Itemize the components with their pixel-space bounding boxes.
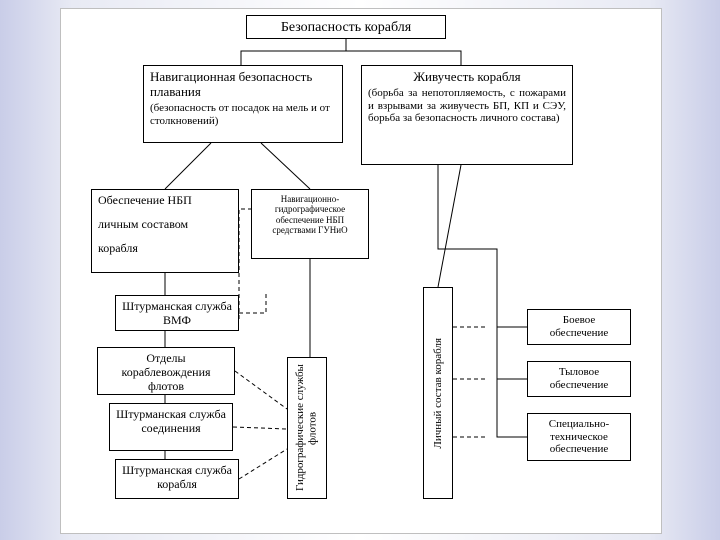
logistic-label: Тыловое обеспечение: [550, 366, 609, 391]
node-logistic-support: Тыловое обеспечение: [527, 361, 631, 397]
node-crew-ship: Личный состав корабля: [423, 287, 453, 499]
tech-label: Специально-техническое обеспечение: [549, 418, 609, 455]
node-root: Безопасность корабля: [246, 15, 446, 39]
nbp-crew-line1: Обеспечение НБП: [98, 194, 232, 208]
node-combat-support: Боевое обеспечение: [527, 309, 631, 345]
shturm-vmf-label: Штурманская служба ВМФ: [122, 299, 232, 327]
node-dept-fleet: Отделы кораблевождения флотов: [97, 347, 235, 395]
node-shturm-unit: Штурманская служба соединения: [109, 403, 233, 451]
nbp-crew-line2: личным составом: [98, 218, 232, 232]
node-root-label: Безопасность корабля: [281, 20, 411, 35]
node-survivability: Живучесть корабля (борьба за непотопляем…: [361, 65, 573, 165]
node-surv-title: Живучесть корабля: [368, 70, 566, 85]
node-nav-sub: (безопасность от посадок на мель и от ст…: [150, 102, 336, 127]
node-tech-support: Специально-техническое обеспечение: [527, 413, 631, 461]
node-nbp-hydro: Навигационно-гидрографическое обеспечени…: [251, 189, 369, 259]
combat-label: Боевое обеспечение: [550, 314, 609, 339]
node-shturm-vmf: Штурманская служба ВМФ: [115, 295, 239, 331]
dept-fleet-label: Отделы кораблевождения флотов: [121, 351, 210, 393]
node-nav-title: Навигационная безопасность плавания: [150, 70, 336, 100]
shturm-unit-label: Штурманская служба соединения: [116, 407, 226, 435]
node-hydro-fleet: Гидрографические службы флотов: [287, 357, 327, 499]
hydro-fleet-label: Гидрографические службы флотов: [294, 358, 319, 498]
nbp-hydro-label: Навигационно-гидрографическое обеспечени…: [272, 194, 347, 235]
node-surv-sub: (борьба за непотопляемость, с пожарами и…: [368, 87, 566, 125]
crew-ship-label: Личный состав корабля: [432, 338, 445, 449]
node-nav-safety: Навигационная безопасность плавания (без…: [143, 65, 343, 143]
node-nbp-crew: Обеспечение НБП личным составом корабля: [91, 189, 239, 273]
shturm-ship-label: Штурманская служба корабля: [122, 463, 232, 491]
diagram-sheet: Безопасность корабля Навигационная безоп…: [60, 8, 662, 534]
nbp-crew-line3: корабля: [98, 242, 232, 256]
node-shturm-ship: Штурманская служба корабля: [115, 459, 239, 499]
